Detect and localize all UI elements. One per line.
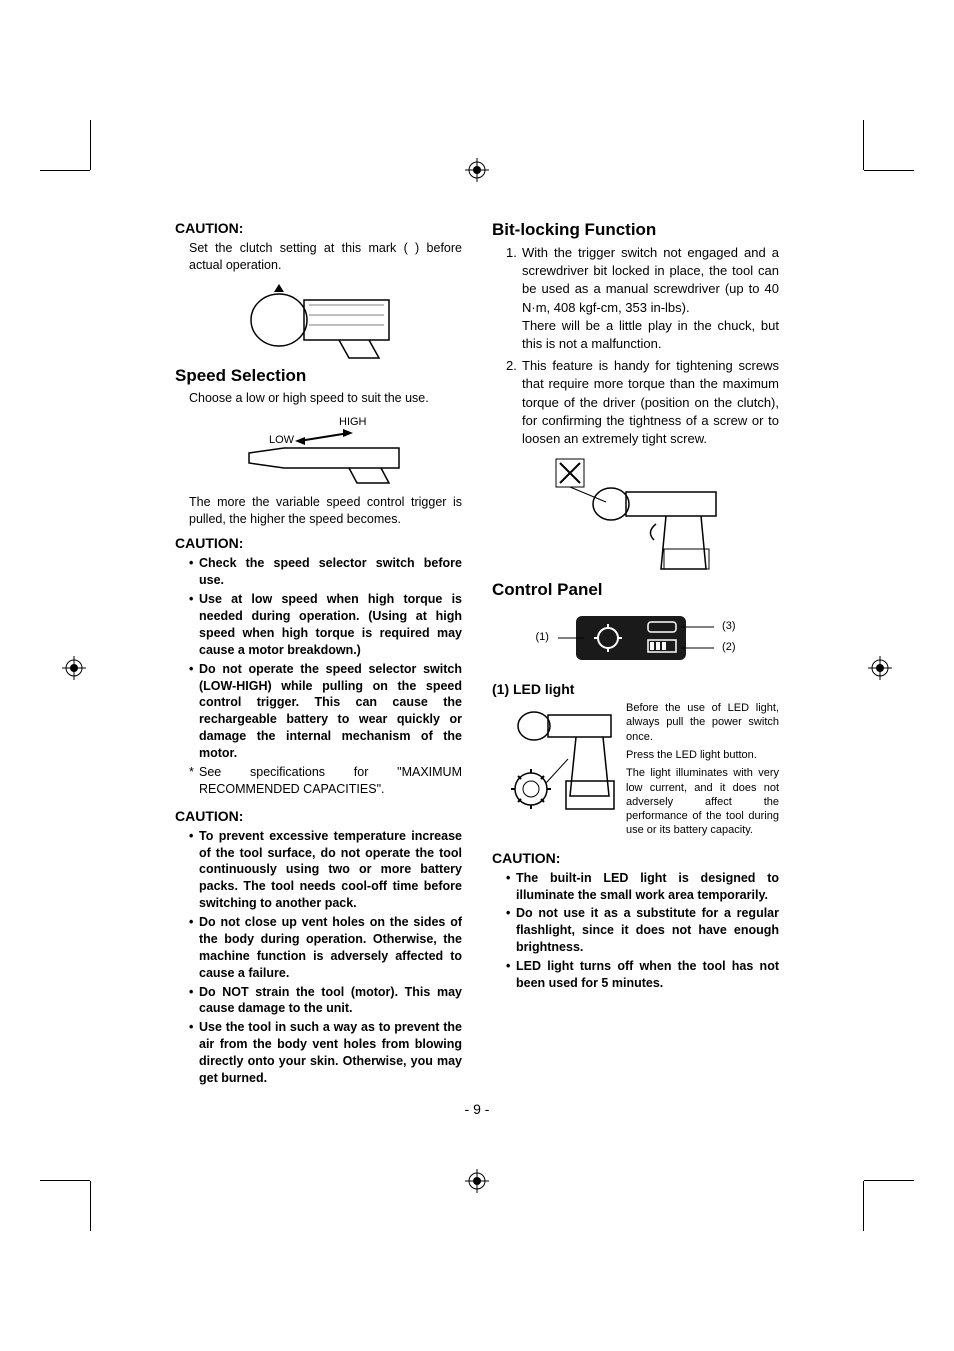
item-number: 2. [506,357,517,375]
bullet: Use at low speed when high torque is nee… [189,591,462,659]
caution-label: CAUTION: [175,808,462,824]
bullet: Check the speed selector switch before u… [189,555,462,589]
bit-locking-heading: Bit-locking Function [492,220,779,240]
panel-label-1: (1) [536,631,549,643]
crop-mark [864,1180,914,1181]
caution-bullets: Check the speed selector switch before u… [189,555,462,762]
item-text: There will be a little play in the chuck… [522,318,779,351]
led-para: Press the LED light button. [626,748,779,762]
control-panel-figure: (1) (3) (2) [536,608,736,673]
bullet: Do not operate the speed selector switch… [189,661,462,762]
list-item: 1. With the trigger switch not engaged a… [506,244,779,353]
left-column: CAUTION: Set the clutch setting at this … [175,220,462,1089]
bullet: Do not use it as a substitute for a regu… [506,905,779,956]
item-number: 1. [506,244,517,262]
panel-label-3: (3) [722,620,735,632]
led-para: The light illuminates with very low curr… [626,766,779,837]
caution-bullets: To prevent excessive temperature increas… [189,828,462,1087]
page-number: - 9 - [175,1101,779,1117]
caution-bullets: The built-in LED light is designed to il… [506,870,779,992]
control-panel-heading: Control Panel [492,580,779,600]
drill-speed-figure: LOW HIGH [229,413,409,488]
spec-note: See specifications for "MAXIMUM RECOMMEN… [189,764,462,798]
caution-label: CAUTION: [492,850,779,866]
crop-mark [863,1181,864,1231]
item-text: With the trigger switch not engaged and … [522,245,779,315]
led-para: Before the use of LED light, always pull… [626,701,779,744]
crop-mark [40,170,90,171]
page-content: CAUTION: Set the clutch setting at this … [175,220,779,1101]
bullet: Do NOT strain the tool (motor). This may… [189,984,462,1018]
led-text-block: Before the use of LED light, always pull… [626,701,779,842]
high-label: HIGH [339,416,367,428]
list-item: 2. This feature is handy for tightening … [506,357,779,448]
right-column: Bit-locking Function 1. With the trigger… [492,220,779,1089]
registration-mark-icon [868,656,892,680]
led-light-subhead: (1) LED light [492,681,779,697]
crop-mark [863,120,864,170]
bit-locking-list: 1. With the trigger switch not engaged a… [506,244,779,448]
caution-label: CAUTION: [175,535,462,551]
panel-label-2: (2) [722,641,735,653]
bullet: Do not close up vent holes on the sides … [189,914,462,982]
bullet: LED light turns off when the tool has no… [506,958,779,992]
speed-after-fig: The more the variable speed control trig… [189,494,462,528]
crop-mark [864,170,914,171]
registration-mark-icon [465,158,489,182]
caution-text: Set the clutch setting at this mark ( ) … [189,240,462,274]
item-text: This feature is handy for tightening scr… [522,358,779,446]
low-label: LOW [269,434,295,446]
speed-selection-heading: Speed Selection [175,366,462,386]
registration-mark-icon [465,1169,489,1193]
registration-mark-icon [62,656,86,680]
crop-mark [90,1181,91,1231]
speed-selection-intro: Choose a low or high speed to suit the u… [189,390,462,407]
drill-led-figure [506,701,616,821]
bullet: To prevent excessive temperature increas… [189,828,462,912]
crop-mark [90,120,91,170]
drill-clutch-figure [239,280,399,360]
crop-mark [40,1180,90,1181]
bullet: Use the tool in such a way as to prevent… [189,1019,462,1087]
drill-bitlock-figure [546,454,726,574]
caution-label: CAUTION: [175,220,462,236]
bullet: The built-in LED light is designed to il… [506,870,779,904]
